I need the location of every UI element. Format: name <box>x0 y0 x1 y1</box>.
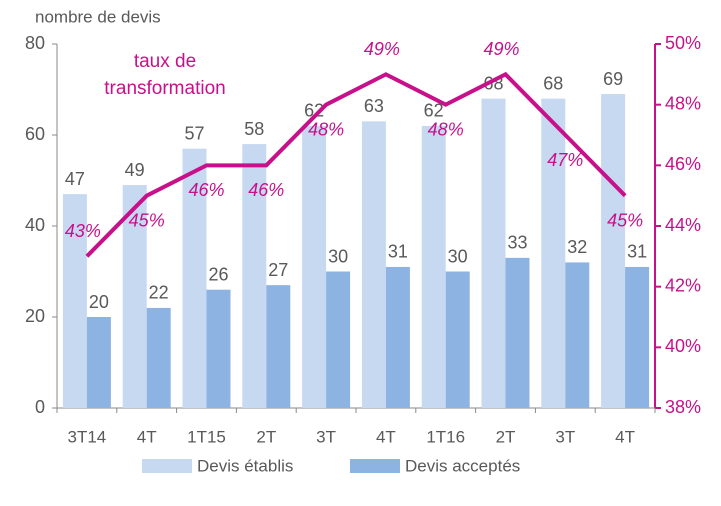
bar <box>445 271 470 408</box>
y2-tick-label: 48% <box>665 93 701 113</box>
y2-tick-label: 38% <box>665 397 701 417</box>
line-value-label: 47% <box>547 150 583 170</box>
x-tick-label: 4T <box>615 427 635 446</box>
bar-value-label: 32 <box>567 237 587 257</box>
y-tick-label: 0 <box>35 397 45 417</box>
line <box>85 71 627 258</box>
bar-value-label: 62 <box>424 101 444 121</box>
y2-tick-label: 46% <box>665 154 701 174</box>
bar <box>385 266 410 408</box>
bar <box>421 125 446 409</box>
line-value-label: 45% <box>129 210 165 230</box>
x-tick-label: 2T <box>496 427 516 446</box>
bar-value-label: 47 <box>65 169 85 189</box>
x-tick-label: 1T16 <box>426 427 465 446</box>
bar-value-label: 68 <box>543 73 563 93</box>
bar-value-label: 30 <box>448 246 468 266</box>
bar-value-label: 31 <box>388 242 408 262</box>
bar <box>182 148 207 408</box>
bar <box>86 317 111 408</box>
bar <box>326 271 351 408</box>
y2-tick-label: 42% <box>665 275 701 295</box>
x-tick-label: 3T14 <box>68 427 107 446</box>
bar <box>146 307 171 408</box>
legend-swatch <box>142 459 192 473</box>
y-tick-label: 20 <box>25 306 45 326</box>
x-tick-label: 4T <box>376 427 396 446</box>
line-value-label: 46% <box>188 180 224 200</box>
line-value-label: 48% <box>308 119 344 139</box>
line-value-label: 49% <box>364 39 400 59</box>
bar-value-label: 62 <box>304 101 324 121</box>
x-tick-label: 1T15 <box>187 427 226 446</box>
bar <box>302 125 327 409</box>
bar-value-label: 33 <box>507 233 527 253</box>
bar-value-label: 20 <box>89 292 109 312</box>
legend-swatch <box>350 459 400 473</box>
line-value-label: 48% <box>428 119 464 139</box>
bar <box>565 262 590 408</box>
bar <box>122 185 147 408</box>
legend-label: Devis acceptés <box>405 456 520 475</box>
y-tick-label: 60 <box>25 124 45 144</box>
bar-value-label: 69 <box>603 69 623 89</box>
line-value-label: 43% <box>65 221 101 241</box>
x-tick-label: 2T <box>256 427 276 446</box>
bar <box>361 121 386 408</box>
bar-value-label: 63 <box>364 96 384 116</box>
x-tick-label: 3T <box>316 427 336 446</box>
bar <box>266 285 291 408</box>
y-tick-label: 40 <box>25 215 45 235</box>
bar <box>242 144 267 408</box>
bar <box>481 98 506 408</box>
bar <box>62 194 87 408</box>
bar <box>206 289 231 408</box>
line-value-label: 46% <box>248 180 284 200</box>
y2-tick-label: 50% <box>665 33 701 53</box>
x-tick-label: 3T <box>555 427 575 446</box>
y2-tick-label: 40% <box>665 336 701 356</box>
bar-value-label: 22 <box>149 283 169 303</box>
bar <box>625 266 650 408</box>
line-value-label: 45% <box>607 210 643 230</box>
line-value-label: 49% <box>483 39 519 59</box>
bar-value-label: 27 <box>268 260 288 280</box>
y2-tick-label: 44% <box>665 215 701 235</box>
bar <box>541 98 566 408</box>
y-tick-label: 80 <box>25 33 45 53</box>
bar-value-label: 26 <box>208 264 228 284</box>
y-axis-label: nombre de devis <box>35 7 161 26</box>
annotation: taux de transformation <box>104 51 226 99</box>
legend-label: Devis établis <box>197 456 293 475</box>
bar <box>505 257 530 408</box>
bar-value-label: 58 <box>244 119 264 139</box>
bar-value-label: 30 <box>328 246 348 266</box>
bar-value-label: 31 <box>627 242 647 262</box>
x-tick-label: 4T <box>137 427 157 446</box>
bar <box>601 94 626 409</box>
bar-value-label: 49 <box>125 160 145 180</box>
bar-value-label: 57 <box>184 123 204 143</box>
